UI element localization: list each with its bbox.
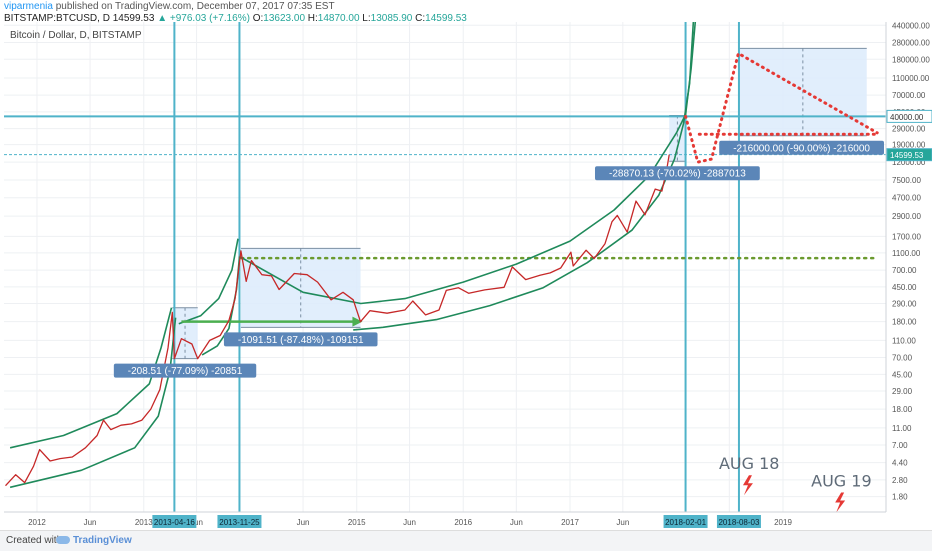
close-value: 14599.53 [425,13,467,24]
chart-title: Bitcoin / Dollar, D, BITSTAMP [10,30,142,41]
open-value: 13623.00 [263,13,306,24]
x-tick-label: 2019 [774,518,792,527]
y-tick-label: 11.00 [892,424,912,433]
plot-area: -208.51 (-77.09%) -20851 -1091.51 (-87.48… [4,22,886,512]
drawdown-badge [594,166,760,181]
last-price: 14599.53 [112,13,155,24]
date-tag-label: 2013-11-25 [219,518,260,527]
y-tick-label: 4700.00 [892,194,921,203]
chart-header: viparmenia published on TradingView.com,… [0,0,932,28]
y-tick-label: 70.00 [892,354,913,363]
drawdown-badge [113,363,257,378]
y-tick-label: 1100.00 [892,249,921,258]
x-tick-label: 2016 [454,518,472,527]
publish-info: published on TradingView.com, December 0… [55,1,335,12]
created-with-label: Created with [6,535,63,546]
x-tick-label: 2013 [135,518,153,527]
x-tick-label: Jun [403,518,416,527]
price-chart[interactable]: -208.51 (-77.09%) -20851 -1091.51 (-87.48… [0,22,932,530]
lightning-bolt-icon [835,492,846,512]
x-tick-label: 2017 [561,518,579,527]
date-tag-label: 2018-08-03 [718,518,759,527]
drawdown-box-3 [669,115,686,162]
y-tick-label: 700.00 [892,266,917,275]
drawdown-badge-label: -208.51 (-77.09%) -20851 [128,366,243,377]
high-label: H: [307,13,318,24]
y-tick-label: 110000.00 [892,74,930,83]
y-tick-label: 7500.00 [892,176,921,185]
close-label: C: [415,13,426,24]
x-tick-label: Jun [190,518,203,527]
date-tag-label: 2013-04-16 [154,518,195,527]
y-tick-label: 450.00 [892,283,917,292]
date-tag [716,515,761,528]
price-level-tag [886,148,932,162]
high-value: 14870.00 [317,13,360,24]
x-tick-label: Jun [84,518,97,527]
open-label: O: [252,13,264,24]
publisher-name[interactable]: viparmenia [4,1,53,12]
publish-line: viparmenia published on TradingView.com,… [4,1,335,12]
symbol-label: BITSTAMP:BTCUSD, D [4,13,110,24]
y-tick-label: 29000.00 [892,125,926,134]
low-value: 13085.90 [370,13,413,24]
y-tick-label: 180.00 [892,318,917,327]
y-tick-label: 110.00 [892,336,916,345]
channel-curve [9,317,177,489]
projection-dotted-path [684,51,879,164]
y-tick-label: 45.00 [892,370,913,379]
channel-curve [178,238,239,325]
y-tick-label: 2.80 [892,476,908,485]
y-tick-label: 19000.00 [892,141,926,150]
x-tick-label: 2012 [28,518,46,527]
tradingview-brand: TradingView [73,535,132,546]
low-label: L: [362,13,371,24]
y-tick-label: 1700.00 [892,232,921,241]
x-tick-label: Jun [510,518,523,527]
drawdown-badge-label: -216000.00 (-90.00%) -216000 [733,143,870,154]
drawdown-badge [223,332,378,347]
lightning-bolt-icon [742,475,753,496]
footer-bar: Created with TradingView [0,530,932,551]
y-tick-label: 290.00 [892,300,917,309]
y-tick-label: 440000.00 [892,22,930,30]
y-tick-label: 29.00 [892,387,913,396]
y-tick-label: 18.00 [892,405,913,414]
y-tick-label: 2900.00 [892,212,921,221]
y-tick-label: 12000.00 [892,158,926,167]
annotation-text: AUG 19 [811,472,872,491]
price-line [5,154,670,487]
sideways-arrowhead [352,316,363,327]
drawdown-badge-label: -1091.51 (-87.48%) -109151 [238,335,364,346]
y-tick-label: 180000.00 [892,55,930,64]
y-tick-label: 1.80 [892,493,908,502]
tradingview-logo-icon [56,536,70,545]
price-level-tag [886,109,932,123]
price-level-tag-label: 14599.53 [890,151,924,160]
date-tag [217,515,262,528]
annotation-text: AUG 18 [719,454,780,473]
date-tag [663,515,708,528]
y-tick-label: 7.00 [892,441,908,450]
channel-curve [9,307,173,449]
y-tick-label: 4.40 [892,459,908,468]
x-tick-label: 2015 [348,518,366,527]
y-tick-label: 280000.00 [892,38,930,47]
x-tick-label: Jun [616,518,629,527]
tradingview-logo[interactable]: TradingView [56,535,132,546]
price-level-tag-label: 40000.00 [890,113,924,122]
drawdown-badge-label: -28870.13 (-70.02%) -2887013 [609,169,746,180]
date-tag [152,515,197,528]
y-tick-label: 70000.00 [892,91,926,100]
x-tick-label: Jun [297,518,310,527]
ohlc-line: BITSTAMP:BTCUSD, D 14599.53 ▲ +976.03 (+… [4,13,467,24]
date-tag-label: 2018-02-01 [665,518,706,527]
price-change: ▲ +976.03 (+7.16%) [157,13,250,24]
drawdown-badge [719,140,884,155]
